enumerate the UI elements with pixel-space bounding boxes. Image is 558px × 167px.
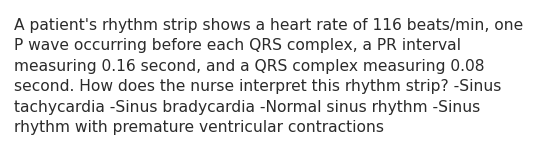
Text: A patient's rhythm strip shows a heart rate of 116 beats/min, one
P wave occurri: A patient's rhythm strip shows a heart r…	[14, 18, 523, 135]
